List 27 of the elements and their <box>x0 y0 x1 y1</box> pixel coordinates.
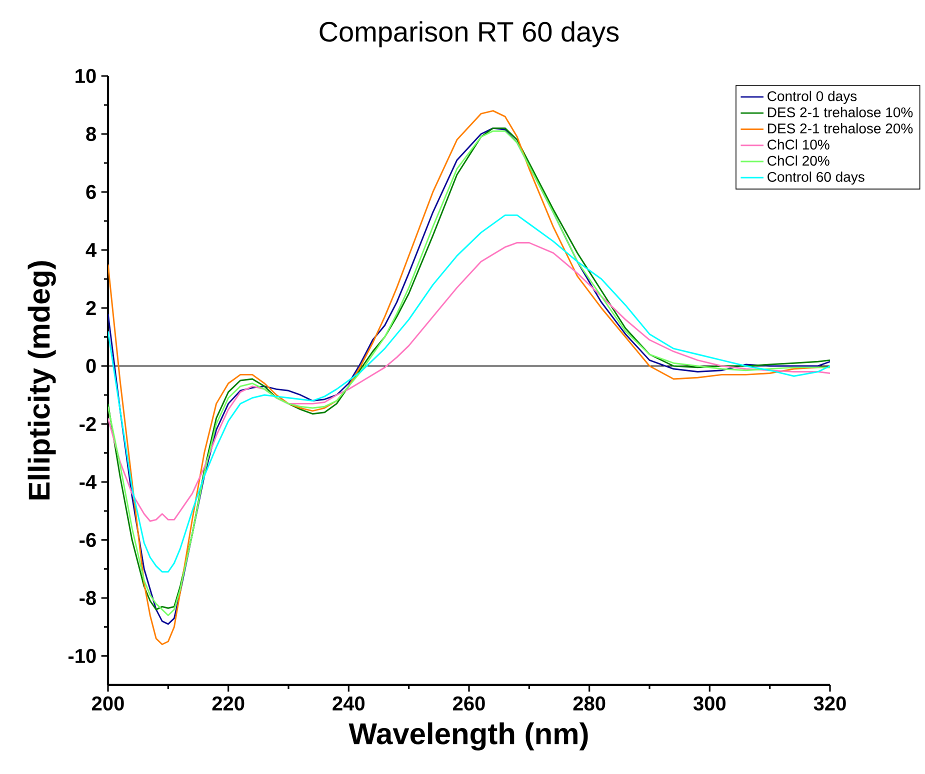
y-axis-title: Ellipticity (mdeg) <box>28 261 56 500</box>
y-tick-label: 6 <box>86 184 96 200</box>
x-tick-label: 280 <box>573 696 606 711</box>
chart-title: Comparison RT 60 days <box>320 21 619 48</box>
legend-label: ChCl 10% <box>768 139 830 150</box>
legend-label: DES 2-1 trehalose 10% <box>768 107 913 118</box>
x-tick-label: 200 <box>92 696 124 711</box>
x-tick-label: 220 <box>212 696 244 711</box>
legend-label: Control 0 days <box>768 90 857 104</box>
y-tick-label: 10 <box>76 68 96 84</box>
y-tick-label: -6 <box>80 532 96 548</box>
y-tick-label: -8 <box>80 590 96 606</box>
x-axis-title: Wavelength (nm) <box>348 722 588 750</box>
x-tick-label: 240 <box>332 696 365 711</box>
legend-label: DES 2-1 trehalose 20% <box>768 123 913 134</box>
y-tick-label: 0 <box>86 358 96 374</box>
y-tick-label: 4 <box>86 243 97 257</box>
y-tick-label: 8 <box>86 126 96 142</box>
x-tick-label: 300 <box>693 696 726 711</box>
legend-label: Control 60 days <box>768 172 864 185</box>
y-tick-label: -2 <box>80 417 96 431</box>
y-tick-label: 2 <box>86 301 96 315</box>
legend-label: ChCl 20% <box>768 155 830 166</box>
x-tick-label: 260 <box>453 696 485 711</box>
x-tick-label: 320 <box>814 696 846 711</box>
y-tick-label: -10 <box>68 648 96 664</box>
y-tick-label: -4 <box>80 475 97 489</box>
